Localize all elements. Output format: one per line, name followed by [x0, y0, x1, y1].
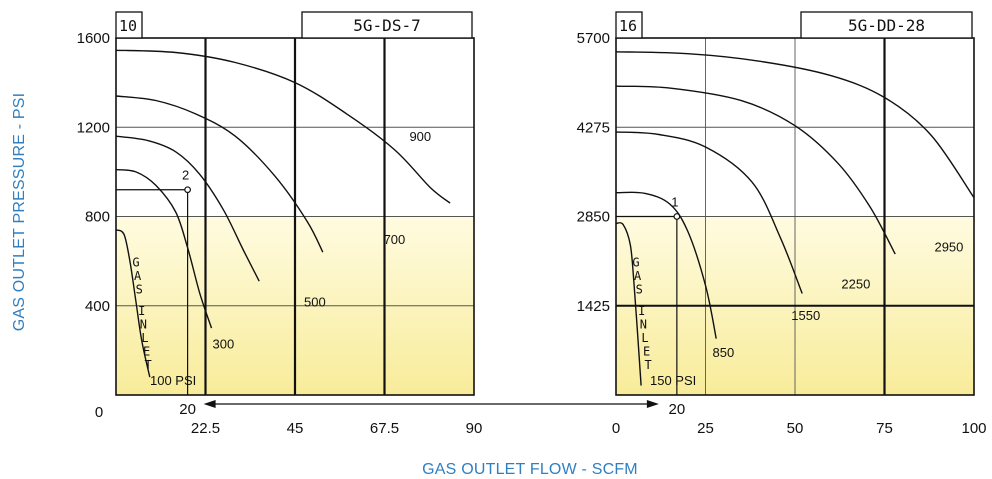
curve-300: [115, 168, 213, 329]
y-tick-label: 1200: [77, 119, 110, 136]
y-axis-title: GAS OUTLET PRESSURE - PSI: [11, 93, 28, 332]
x-axis-title: GAS OUTLET FLOW - SCFM: [422, 461, 638, 478]
flow-connector-arrow: [203, 400, 659, 408]
curve-900: [115, 49, 451, 204]
x-tick-label: 90: [466, 420, 483, 437]
gas-inlet-pressure-label: 100 PSI: [150, 373, 196, 388]
flow-value-label: 20: [669, 401, 686, 418]
model-label: 5G-DD-28: [848, 16, 925, 35]
corner-label: 10: [119, 17, 137, 35]
curve-label-850: 850: [713, 345, 735, 360]
operating-point-label: 1: [671, 195, 678, 210]
x-tick-label: 22.5: [191, 420, 220, 437]
curve-label-2250: 2250: [841, 277, 870, 292]
x-tick-label: 0: [612, 420, 620, 437]
origin-label: 0: [95, 404, 103, 421]
curve-label-1550: 1550: [791, 308, 820, 323]
curve-label-700: 700: [384, 232, 406, 247]
y-tick-label: 2850: [577, 209, 610, 226]
y-tick-label: 4275: [577, 119, 610, 136]
chart-panel-left: 10 5G-DS-7 400 800 1200 1600 22.5 45 67.5 90 300 50…: [77, 11, 483, 437]
operating-point-marker: [184, 186, 192, 194]
y-tick-label: 1600: [77, 30, 110, 47]
curve-500: [115, 135, 260, 282]
curve-2250: [615, 85, 896, 255]
gas-inlet-curve: [615, 222, 642, 386]
corner-label-box: [615, 11, 643, 39]
model-label-box: [301, 11, 473, 39]
chart-panel-right: 16 5G-DD-28 1425 2850 4275 5700 0 25 50 75 100 850 1…: [577, 11, 987, 437]
operating-point-marker: [673, 213, 681, 220]
curve-2950: [615, 51, 975, 199]
curve-label-300: 300: [213, 337, 235, 352]
curve-700: [115, 95, 324, 253]
y-tick-label: 1425: [577, 298, 610, 315]
model-label: 5G-DS-7: [353, 16, 420, 35]
corner-label: 16: [619, 17, 637, 35]
connector-arrowhead-right: [646, 400, 659, 408]
y-tick-label: 800: [85, 209, 110, 226]
y-tick-label: 5700: [577, 30, 610, 47]
y-tick-label: 400: [85, 298, 110, 315]
x-tick-label: 25: [697, 420, 714, 437]
model-label-box: [800, 11, 973, 39]
curve-label-500: 500: [304, 294, 326, 309]
gas-inlet-curve: [115, 229, 151, 378]
operating-point-label: 2: [182, 168, 189, 183]
curve-label-2950: 2950: [934, 240, 963, 255]
flow-value-label: 20: [179, 401, 196, 418]
curve-label-900: 900: [409, 129, 431, 144]
plot-frame: [115, 37, 475, 396]
x-tick-label: 75: [876, 420, 893, 437]
x-tick-label: 100: [961, 420, 986, 437]
curve-1550: [615, 131, 803, 294]
connector-arrowhead-left: [203, 400, 216, 408]
x-tick-label: 45: [287, 420, 304, 437]
gas-inlet-pressure-label: 150 PSI: [650, 373, 696, 388]
x-tick-label: 67.5: [370, 420, 399, 437]
corner-label-box: [115, 11, 143, 39]
x-tick-label: 50: [787, 420, 804, 437]
